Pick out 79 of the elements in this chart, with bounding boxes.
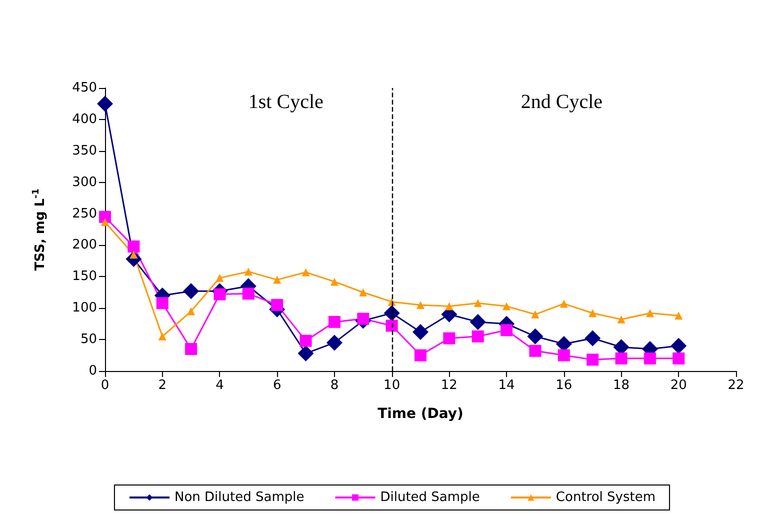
point	[474, 299, 482, 308]
point	[185, 342, 198, 355]
point	[529, 344, 542, 357]
x-tick-label: 4	[216, 378, 224, 393]
point	[298, 345, 314, 362]
y-tick-label: 450	[72, 80, 97, 96]
y-tick-label: 200	[72, 238, 97, 253]
point	[214, 288, 226, 300]
point	[101, 218, 109, 226]
y-axis-title: TSS, mg L-1	[32, 188, 48, 271]
point	[330, 278, 338, 286]
point	[326, 334, 342, 351]
y-tick-label: 350	[72, 143, 97, 158]
point	[670, 338, 687, 354]
x-tick-label: 12	[440, 378, 458, 393]
point	[328, 316, 340, 328]
point	[443, 332, 456, 344]
legend-label: Diluted Sample	[380, 490, 480, 505]
y-tick-label: 150	[72, 269, 97, 284]
point	[412, 324, 428, 340]
x-tick-label: 20	[670, 378, 687, 393]
y-tick-label: 50	[80, 332, 97, 348]
x-tick-label: 14	[498, 378, 515, 393]
point	[414, 349, 426, 362]
point	[386, 320, 398, 332]
legend-label: Control System	[556, 490, 656, 505]
point	[617, 315, 626, 324]
point	[445, 302, 454, 310]
point	[500, 324, 513, 336]
x-tick-label: 22	[728, 378, 744, 393]
point	[527, 328, 544, 344]
point	[560, 300, 568, 308]
point	[558, 349, 570, 362]
point	[644, 352, 656, 364]
point	[99, 210, 111, 223]
x-tick-label: 8	[330, 378, 339, 393]
annotation: 2nd Cycle	[520, 91, 603, 113]
point	[674, 312, 683, 320]
point	[584, 330, 601, 346]
x-tick-label: 18	[613, 378, 630, 393]
point	[97, 96, 113, 112]
point	[128, 240, 140, 252]
point	[271, 298, 284, 311]
legend-label: Non Diluted Sample	[174, 490, 304, 505]
point	[359, 288, 368, 296]
point	[183, 283, 200, 300]
point	[416, 300, 424, 309]
y-tick-label: 300	[72, 174, 97, 190]
x-tick-label: 10	[384, 378, 400, 393]
point	[242, 288, 254, 300]
x-axis-title: Time (Day)	[378, 406, 464, 422]
x-tick-label: 16	[556, 378, 572, 393]
point	[187, 307, 196, 316]
annotation: 1st Cycle	[248, 91, 324, 113]
point	[384, 305, 400, 322]
point	[470, 314, 486, 330]
x-tick-label: 2	[158, 378, 167, 393]
y-tick-label: 250	[72, 206, 97, 222]
point	[615, 352, 628, 364]
point	[672, 352, 685, 364]
y-tick-label: 400	[72, 112, 97, 127]
point	[472, 330, 484, 342]
point	[586, 354, 599, 366]
point	[244, 268, 252, 276]
point	[302, 268, 310, 276]
point	[216, 274, 224, 282]
y-tick-label: 0	[88, 364, 97, 378]
point	[531, 310, 540, 318]
point	[273, 276, 282, 284]
point	[646, 309, 654, 318]
y-tick-label: 100	[72, 300, 97, 316]
point	[588, 309, 597, 318]
point	[502, 302, 511, 310]
point	[300, 334, 312, 347]
point	[130, 250, 138, 259]
point	[158, 332, 166, 340]
x-tick-label: 0	[100, 378, 110, 393]
x-tick-label: 6	[272, 378, 282, 393]
point	[156, 297, 168, 310]
